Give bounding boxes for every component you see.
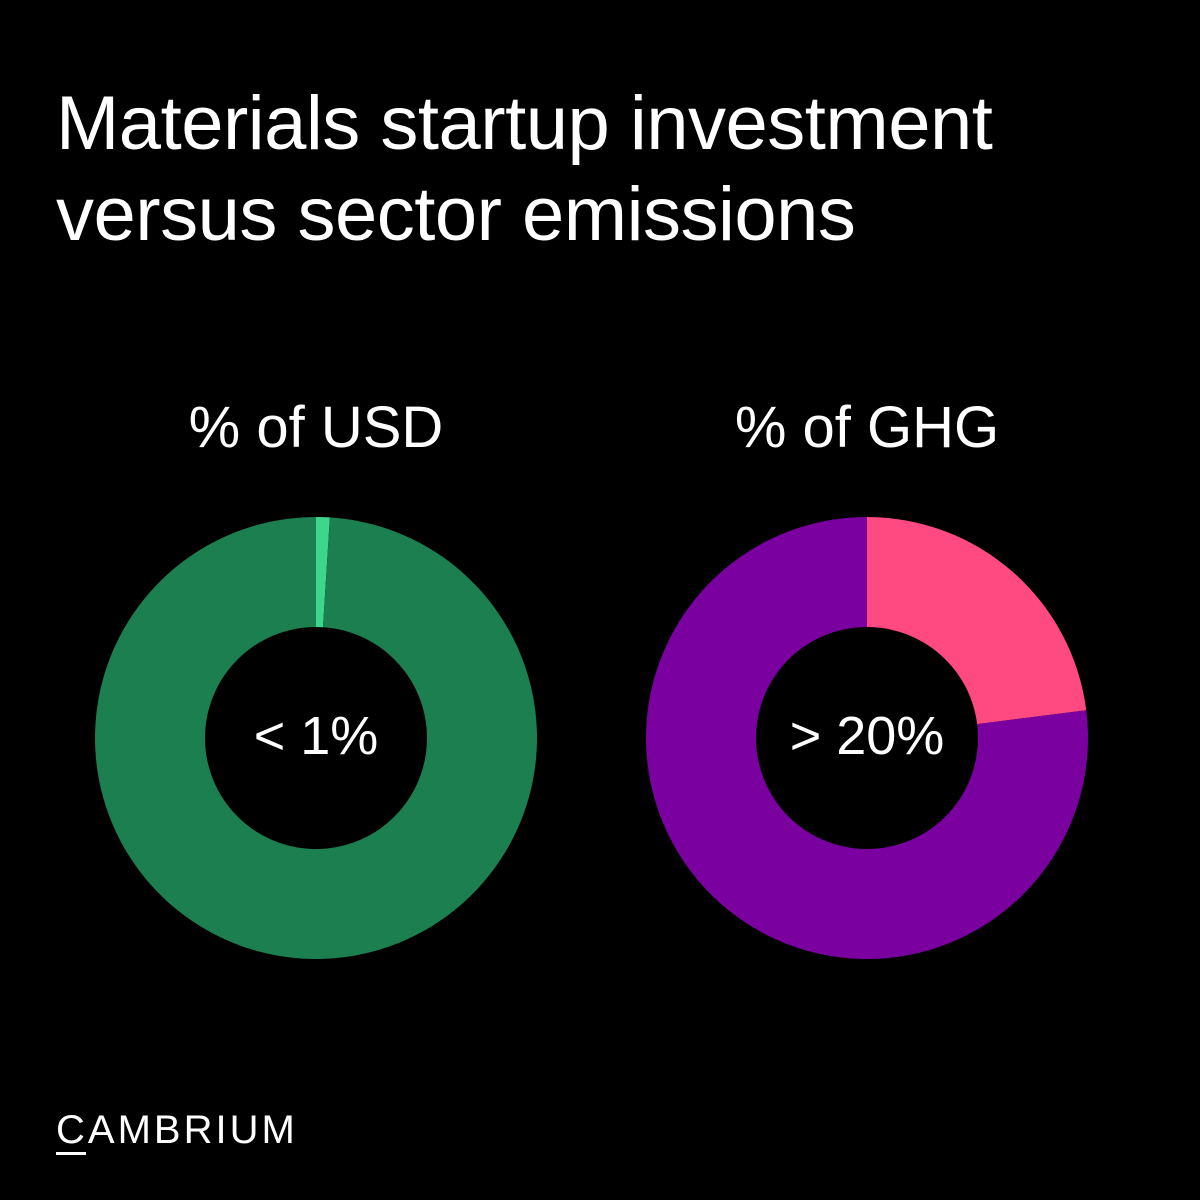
title-line-1: Materials startup investment [56, 81, 993, 166]
ghg-donut-chart: % of GHG > 20% [637, 380, 1097, 980]
usd-donut-chart: % of USD < 1% [86, 380, 546, 980]
donut-slice-1-1 [646, 517, 1088, 959]
usd-donut [94, 517, 538, 959]
donut-slice-0-0 [316, 517, 330, 628]
logo-underline [56, 1152, 86, 1155]
ghg-center-label: > 20% [789, 706, 945, 766]
cambrium-logo: CAMBRIUM [56, 1108, 298, 1152]
page-title: Materials startup investment versus sect… [56, 78, 1156, 260]
donut-slice-0-1 [94, 517, 538, 959]
ghg-chart-title: % of GHG [734, 395, 1000, 460]
title-line-2: versus sector emissions [56, 172, 856, 258]
ghg-donut [646, 517, 1088, 959]
donut-slice-1-0 [867, 517, 1087, 725]
usd-chart-title: % of USD [188, 395, 444, 460]
usd-center-label: < 1% [253, 706, 379, 766]
